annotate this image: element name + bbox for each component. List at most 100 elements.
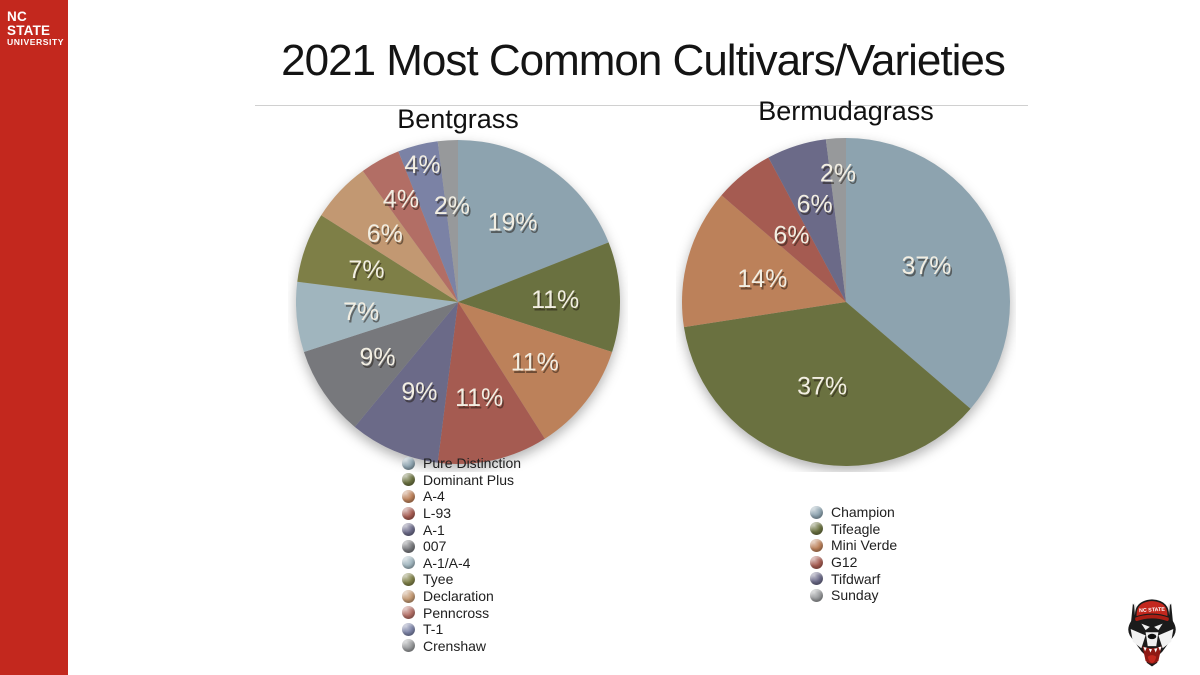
pie-slice-a-1 bbox=[354, 302, 458, 463]
pie-data-label: 11% bbox=[511, 349, 559, 377]
legend-swatch-icon bbox=[402, 506, 415, 520]
pie-data-label: 4% bbox=[404, 151, 440, 179]
legend-label: Tifdwarf bbox=[831, 570, 881, 587]
legend-item-champion: Champion bbox=[810, 504, 897, 521]
legend-swatch-icon bbox=[402, 639, 415, 653]
pie-data-label: 7% bbox=[348, 256, 384, 284]
pie-slice-a-4 bbox=[458, 302, 613, 439]
pie-slice-sunday bbox=[825, 138, 846, 302]
legend-label: Dominant Plus bbox=[423, 471, 515, 488]
title-divider bbox=[255, 105, 1028, 106]
legend-label: Penncross bbox=[423, 604, 490, 621]
pie-data-label: 4% bbox=[384, 188, 420, 216]
bermudagrass-legend: Champion Tifeagle Mini Verde G12 Tifdwarf Sun… bbox=[810, 504, 897, 604]
legend-item-pure-distinction: Pure Distinction bbox=[402, 455, 521, 472]
legend-swatch-icon bbox=[810, 538, 823, 552]
pie-slice-dominant-plus bbox=[458, 242, 620, 353]
pie-slice-t-1 bbox=[398, 141, 458, 302]
brand-name: NC STATE bbox=[7, 9, 51, 39]
legend-swatch-icon bbox=[402, 456, 415, 470]
legend-label: T-1 bbox=[423, 621, 444, 638]
legend-item-sunday: Sunday bbox=[810, 587, 897, 604]
legend-label: L-93 bbox=[423, 505, 452, 522]
pie-data-label: 2% bbox=[435, 195, 471, 223]
wolf-teeth bbox=[1143, 646, 1162, 653]
legend-swatch-icon bbox=[402, 539, 415, 553]
pie-data-label: 2% bbox=[434, 192, 470, 220]
legend-label: Crenshaw bbox=[423, 637, 487, 654]
legend-label: Mini Verde bbox=[831, 537, 898, 554]
pie-data-label: 19% bbox=[488, 209, 538, 237]
pie-data-label: 7% bbox=[350, 259, 386, 287]
legend-item-a-1-a-4: A-1/A-4 bbox=[402, 555, 521, 572]
pie-slice-penncross bbox=[362, 151, 458, 302]
legend-swatch-icon bbox=[402, 572, 415, 586]
pie-data-label: 11% bbox=[457, 386, 505, 414]
legend-swatch-icon bbox=[402, 489, 415, 503]
pie-data-label: 14% bbox=[737, 265, 787, 293]
pie-data-label: 4% bbox=[406, 153, 442, 181]
legend-label: A-1 bbox=[423, 521, 445, 538]
legend-item-tifeagle: Tifeagle bbox=[810, 521, 897, 538]
legend-item-mini-verde: Mini Verde bbox=[810, 537, 897, 554]
pie-data-label: 6% bbox=[798, 193, 834, 221]
legend-label: Champion bbox=[831, 504, 895, 521]
legend-item-a-4: A-4 bbox=[402, 488, 521, 505]
wolf-hat-text: NC STATE bbox=[1139, 607, 1166, 614]
pie-slice-mini-verde bbox=[681, 195, 846, 328]
pie-data-label: 4% bbox=[383, 185, 419, 213]
pie-slice-a-1-a-4 bbox=[296, 281, 458, 353]
bentgrass-pie-chart: 19%19%11%11%11%11%11%11%9%9%9%9%7%7%7%7%… bbox=[296, 140, 620, 464]
pie-slice-champion bbox=[846, 138, 1010, 409]
wolf-hat-brim bbox=[1134, 613, 1170, 623]
pie-data-label: 37% bbox=[903, 255, 953, 283]
pie-data-label: 9% bbox=[360, 344, 396, 372]
brand-subname: UNIVERSITY bbox=[7, 37, 65, 48]
legend-swatch-icon bbox=[810, 588, 823, 602]
pie-data-label: 37% bbox=[901, 252, 951, 280]
pie-data-label: 9% bbox=[403, 381, 439, 409]
pie-data-label: 37% bbox=[797, 373, 847, 401]
pie-data-label: 7% bbox=[345, 301, 381, 329]
legend-item-dominant-plus: Dominant Plus bbox=[402, 472, 521, 489]
nc-state-logo: NC STATE UNIVERSITY bbox=[0, 0, 68, 47]
legend-label: Tyee bbox=[423, 571, 454, 588]
legend-swatch-icon bbox=[810, 572, 823, 586]
slide-title: 2021 Most Common Cultivars/Varieties bbox=[281, 36, 1006, 85]
wolf-left-brow bbox=[1141, 623, 1150, 631]
pie-data-label: 11% bbox=[533, 288, 581, 316]
wolf-right-brow bbox=[1154, 623, 1163, 631]
legend-swatch-icon bbox=[402, 589, 415, 603]
bentgrass-chart-title: Bentgrass bbox=[397, 104, 519, 134]
legend-label: Tifeagle bbox=[831, 520, 881, 537]
wolf-nose bbox=[1147, 633, 1157, 640]
legend-item-t-1: T-1 bbox=[402, 621, 521, 638]
legend-swatch-icon bbox=[402, 606, 415, 620]
legend-label: 007 bbox=[423, 538, 447, 555]
bermudagrass-pie-chart: 37%37%37%37%14%14%6%6%6%6%2%2% bbox=[681, 138, 1010, 466]
pie-data-label: 6% bbox=[775, 224, 811, 252]
legend-item-penncross: Penncross bbox=[402, 604, 521, 621]
wolf-tongue bbox=[1147, 655, 1157, 664]
pie-data-label: 9% bbox=[401, 378, 437, 406]
legend-label: G12 bbox=[831, 554, 858, 571]
bermudagrass-chart-title: Bermudagrass bbox=[758, 96, 934, 126]
legend-item-crenshaw: Crenshaw bbox=[402, 638, 521, 655]
legend-swatch-icon bbox=[810, 505, 823, 519]
pie-data-label: 11% bbox=[455, 384, 503, 412]
pie-data-label: 19% bbox=[489, 211, 539, 239]
legend-item-declaration: Declaration bbox=[402, 588, 521, 605]
pie-data-label: 2% bbox=[820, 160, 856, 188]
pie-data-label: 6% bbox=[368, 223, 404, 251]
legend-swatch-icon bbox=[402, 473, 415, 487]
legend-item-g12: G12 bbox=[810, 554, 897, 571]
wolf-mascot-logo: NC STATE bbox=[1125, 597, 1179, 670]
pie-slice-g12 bbox=[721, 157, 846, 302]
pie-data-label: 6% bbox=[797, 191, 833, 219]
pie-slice-pure-distinction bbox=[458, 140, 609, 302]
legend-label: A-1/A-4 bbox=[423, 554, 471, 571]
pie-slice-tyee bbox=[297, 215, 458, 302]
legend-label: A-4 bbox=[423, 488, 445, 505]
pie-data-label: 7% bbox=[343, 298, 379, 326]
pie-data-label: 14% bbox=[739, 268, 789, 296]
